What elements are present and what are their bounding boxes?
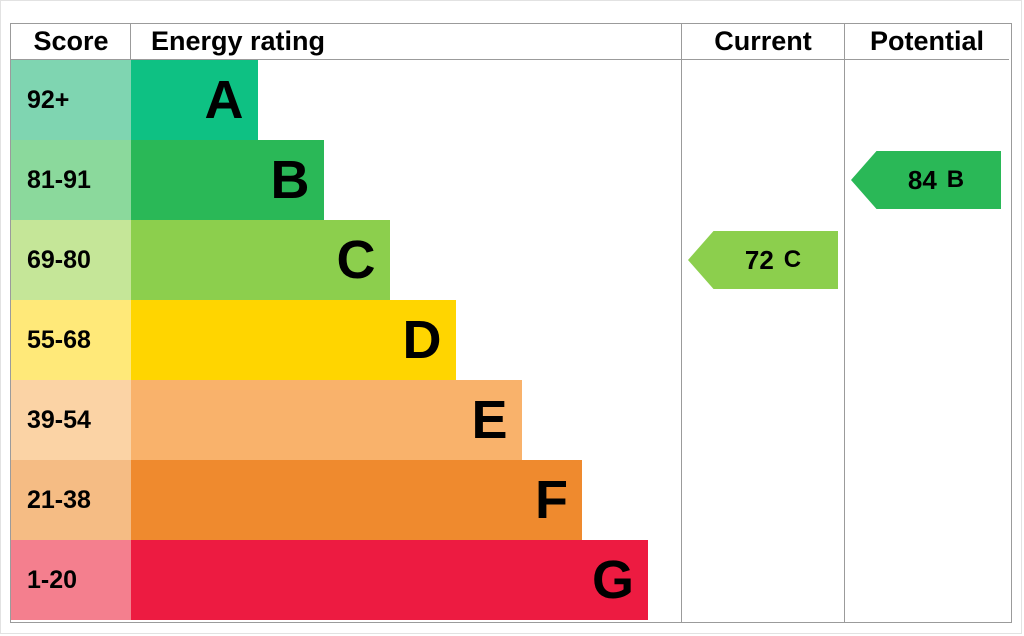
- band-row: C: [131, 220, 681, 300]
- score-range-e: 39-54: [11, 380, 131, 460]
- rating-bar-b: B: [131, 140, 324, 220]
- band-row: F: [131, 460, 681, 540]
- band-row: E: [131, 380, 681, 460]
- band-letter-g: G: [591, 550, 634, 610]
- score-range-g: 1-20: [11, 540, 131, 620]
- potential-column: Potential 84 B: [844, 24, 1009, 622]
- band-letter-b: B: [270, 150, 310, 210]
- score-range-c: 69-80: [11, 220, 131, 300]
- rating-bar-g: G: [131, 540, 648, 620]
- rating-bar-d: D: [131, 300, 456, 380]
- potential-value: 84: [907, 164, 937, 195]
- band-row: B: [131, 140, 681, 220]
- current-header: Current: [682, 24, 844, 60]
- current-value: 72: [744, 244, 774, 275]
- rating-bar-c: C: [131, 220, 390, 300]
- score-range-b: 81-91: [11, 140, 131, 220]
- band-letter-f: F: [535, 470, 568, 530]
- score-range-f: 21-38: [11, 460, 131, 540]
- band-letter-d: D: [402, 310, 442, 370]
- score-header: Score: [11, 24, 131, 60]
- band-row: G: [131, 540, 681, 620]
- score-range-a: 92+: [11, 60, 131, 140]
- potential-band-letter: B: [946, 166, 965, 193]
- energy-rating-column: Energy rating A B C D: [130, 24, 681, 622]
- band-letter-e: E: [471, 390, 508, 450]
- potential-arrow: 84 B: [851, 151, 1001, 209]
- energy-rating-header: Energy rating: [130, 24, 681, 60]
- score-range-d: 55-68: [11, 300, 131, 380]
- potential-header: Potential: [845, 24, 1009, 60]
- rating-bar-f: F: [131, 460, 582, 540]
- current-arrow: 72 C: [688, 231, 838, 289]
- rating-bar-e: E: [131, 380, 522, 460]
- band-letter-a: A: [204, 70, 244, 130]
- current-column: Current 72 C: [681, 24, 844, 622]
- band-row: D: [131, 300, 681, 380]
- band-letter-c: C: [336, 230, 376, 290]
- epc-chart: Score 92+ 81-91 69-80 55-68 39-54 21-38 …: [10, 23, 1012, 623]
- rating-bar-a: A: [131, 60, 258, 140]
- score-column: Score 92+ 81-91 69-80 55-68 39-54 21-38 …: [11, 24, 131, 622]
- band-row: A: [131, 60, 681, 140]
- current-band-letter: C: [783, 246, 802, 273]
